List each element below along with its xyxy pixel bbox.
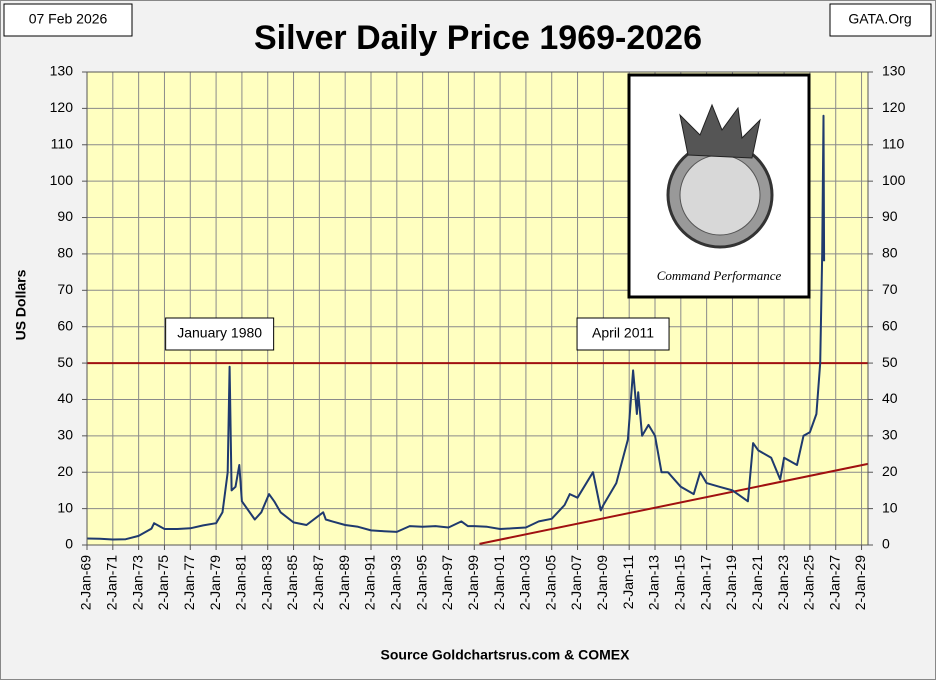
x-tick-label: 2-Jan-69 xyxy=(78,555,94,610)
y-tick-label: 120 xyxy=(50,99,74,115)
y-tick-label: 30 xyxy=(57,427,73,443)
x-tick-label: 2-Jan-17 xyxy=(697,555,713,610)
chart-title: Silver Daily Price 1969-2026 xyxy=(254,19,702,57)
x-tick-label: 2-Jan-29 xyxy=(852,555,868,610)
coin-face xyxy=(679,154,761,236)
x-tick-label: 2-Jan-77 xyxy=(181,555,197,610)
y-tick-label: 100 xyxy=(50,172,74,188)
y2-tick-label: 60 xyxy=(882,317,898,333)
x-tick-label: 2-Jan-95 xyxy=(413,555,429,610)
price-line xyxy=(86,114,826,541)
x-tick-label: 2-Jan-05 xyxy=(542,555,558,610)
annotation-box xyxy=(576,317,670,351)
x-tick-label: 2-Jan-71 xyxy=(104,555,120,610)
annotation-box xyxy=(165,317,275,351)
x-tick-label: 2-Jan-23 xyxy=(775,555,791,610)
site-label: GATA.Org xyxy=(848,11,911,27)
inset-image: Command Performance xyxy=(627,73,811,299)
x-tick-label: 2-Jan-87 xyxy=(310,555,326,610)
x-tick-label: 2-Jan-27 xyxy=(826,555,842,610)
x-tick-label: 2-Jan-07 xyxy=(568,555,584,610)
y2-tick-label: 100 xyxy=(882,172,906,188)
site-box xyxy=(829,3,932,37)
x-tick-label: 2-Jan-13 xyxy=(646,555,662,610)
x-tick-label: 2-Jan-25 xyxy=(801,555,817,610)
y2-tick-label: 130 xyxy=(882,63,906,79)
y-tick-label: 20 xyxy=(57,463,73,479)
y2-tick-label: 30 xyxy=(882,427,898,443)
x-tick-label: 2-Jan-97 xyxy=(439,555,455,610)
date-label: 07 Feb 2026 xyxy=(29,11,108,27)
y-tick-label: 90 xyxy=(57,208,73,224)
x-tick-label: 2-Jan-73 xyxy=(129,555,145,610)
y2-tick-label: 50 xyxy=(882,354,898,370)
y2-tick-label: 120 xyxy=(882,99,906,115)
x-tick-label: 2-Jan-79 xyxy=(207,555,223,610)
y-tick-label: 40 xyxy=(57,390,73,406)
crown xyxy=(679,103,761,159)
x-tick-label: 2-Jan-83 xyxy=(258,555,274,610)
x-tick-label: 2-Jan-75 xyxy=(155,555,171,610)
x-tick-label: 2-Jan-89 xyxy=(336,555,352,610)
x-tick-label: 2-Jan-19 xyxy=(723,555,739,610)
plot-border xyxy=(86,71,869,546)
y-tick-label: 80 xyxy=(57,245,73,261)
y-tick-label: 130 xyxy=(50,63,74,79)
x-tick-label: 2-Jan-11 xyxy=(620,555,636,609)
date-box xyxy=(3,3,133,37)
annotation: January 1980 xyxy=(177,325,262,341)
x-tick-label: 2-Jan-91 xyxy=(362,555,378,610)
x-tick-label: 2-Jan-03 xyxy=(517,555,533,610)
y2-tick-label: 110 xyxy=(882,135,905,151)
y-tick-label: 10 xyxy=(57,499,73,515)
x-tick-label: 2-Jan-93 xyxy=(388,555,404,610)
y-axis-label: US Dollars xyxy=(13,269,29,340)
y2-tick-label: 40 xyxy=(882,390,898,406)
y-tick-label: 110 xyxy=(51,135,74,151)
y2-tick-label: 20 xyxy=(882,463,898,479)
trend-line xyxy=(479,462,869,545)
y2-tick-label: 0 xyxy=(882,536,890,552)
y2-tick-label: 80 xyxy=(882,245,898,261)
y2-tick-label: 70 xyxy=(882,281,898,297)
inset-caption: Command Performance xyxy=(657,268,782,283)
x-tick-label: 2-Jan-01 xyxy=(491,555,507,610)
source-label: Source Goldchartsrus.com & COMEX xyxy=(381,647,631,663)
y-tick-label: 50 xyxy=(57,354,73,370)
y-tick-label: 70 xyxy=(57,281,73,297)
annotation: April 2011 xyxy=(592,325,654,341)
y2-tick-label: 10 xyxy=(882,499,898,515)
x-tick-label: 2-Jan-09 xyxy=(594,555,610,610)
y-tick-label: 60 xyxy=(57,317,73,333)
x-tick-label: 2-Jan-85 xyxy=(284,555,300,610)
y2-tick-label: 90 xyxy=(882,208,898,224)
x-tick-label: 2-Jan-21 xyxy=(749,555,765,610)
x-tick-label: 2-Jan-15 xyxy=(672,555,688,610)
x-tick-label: 2-Jan-99 xyxy=(465,555,481,610)
x-tick-label: 2-Jan-81 xyxy=(233,555,249,610)
y-tick-label: 0 xyxy=(65,536,73,552)
